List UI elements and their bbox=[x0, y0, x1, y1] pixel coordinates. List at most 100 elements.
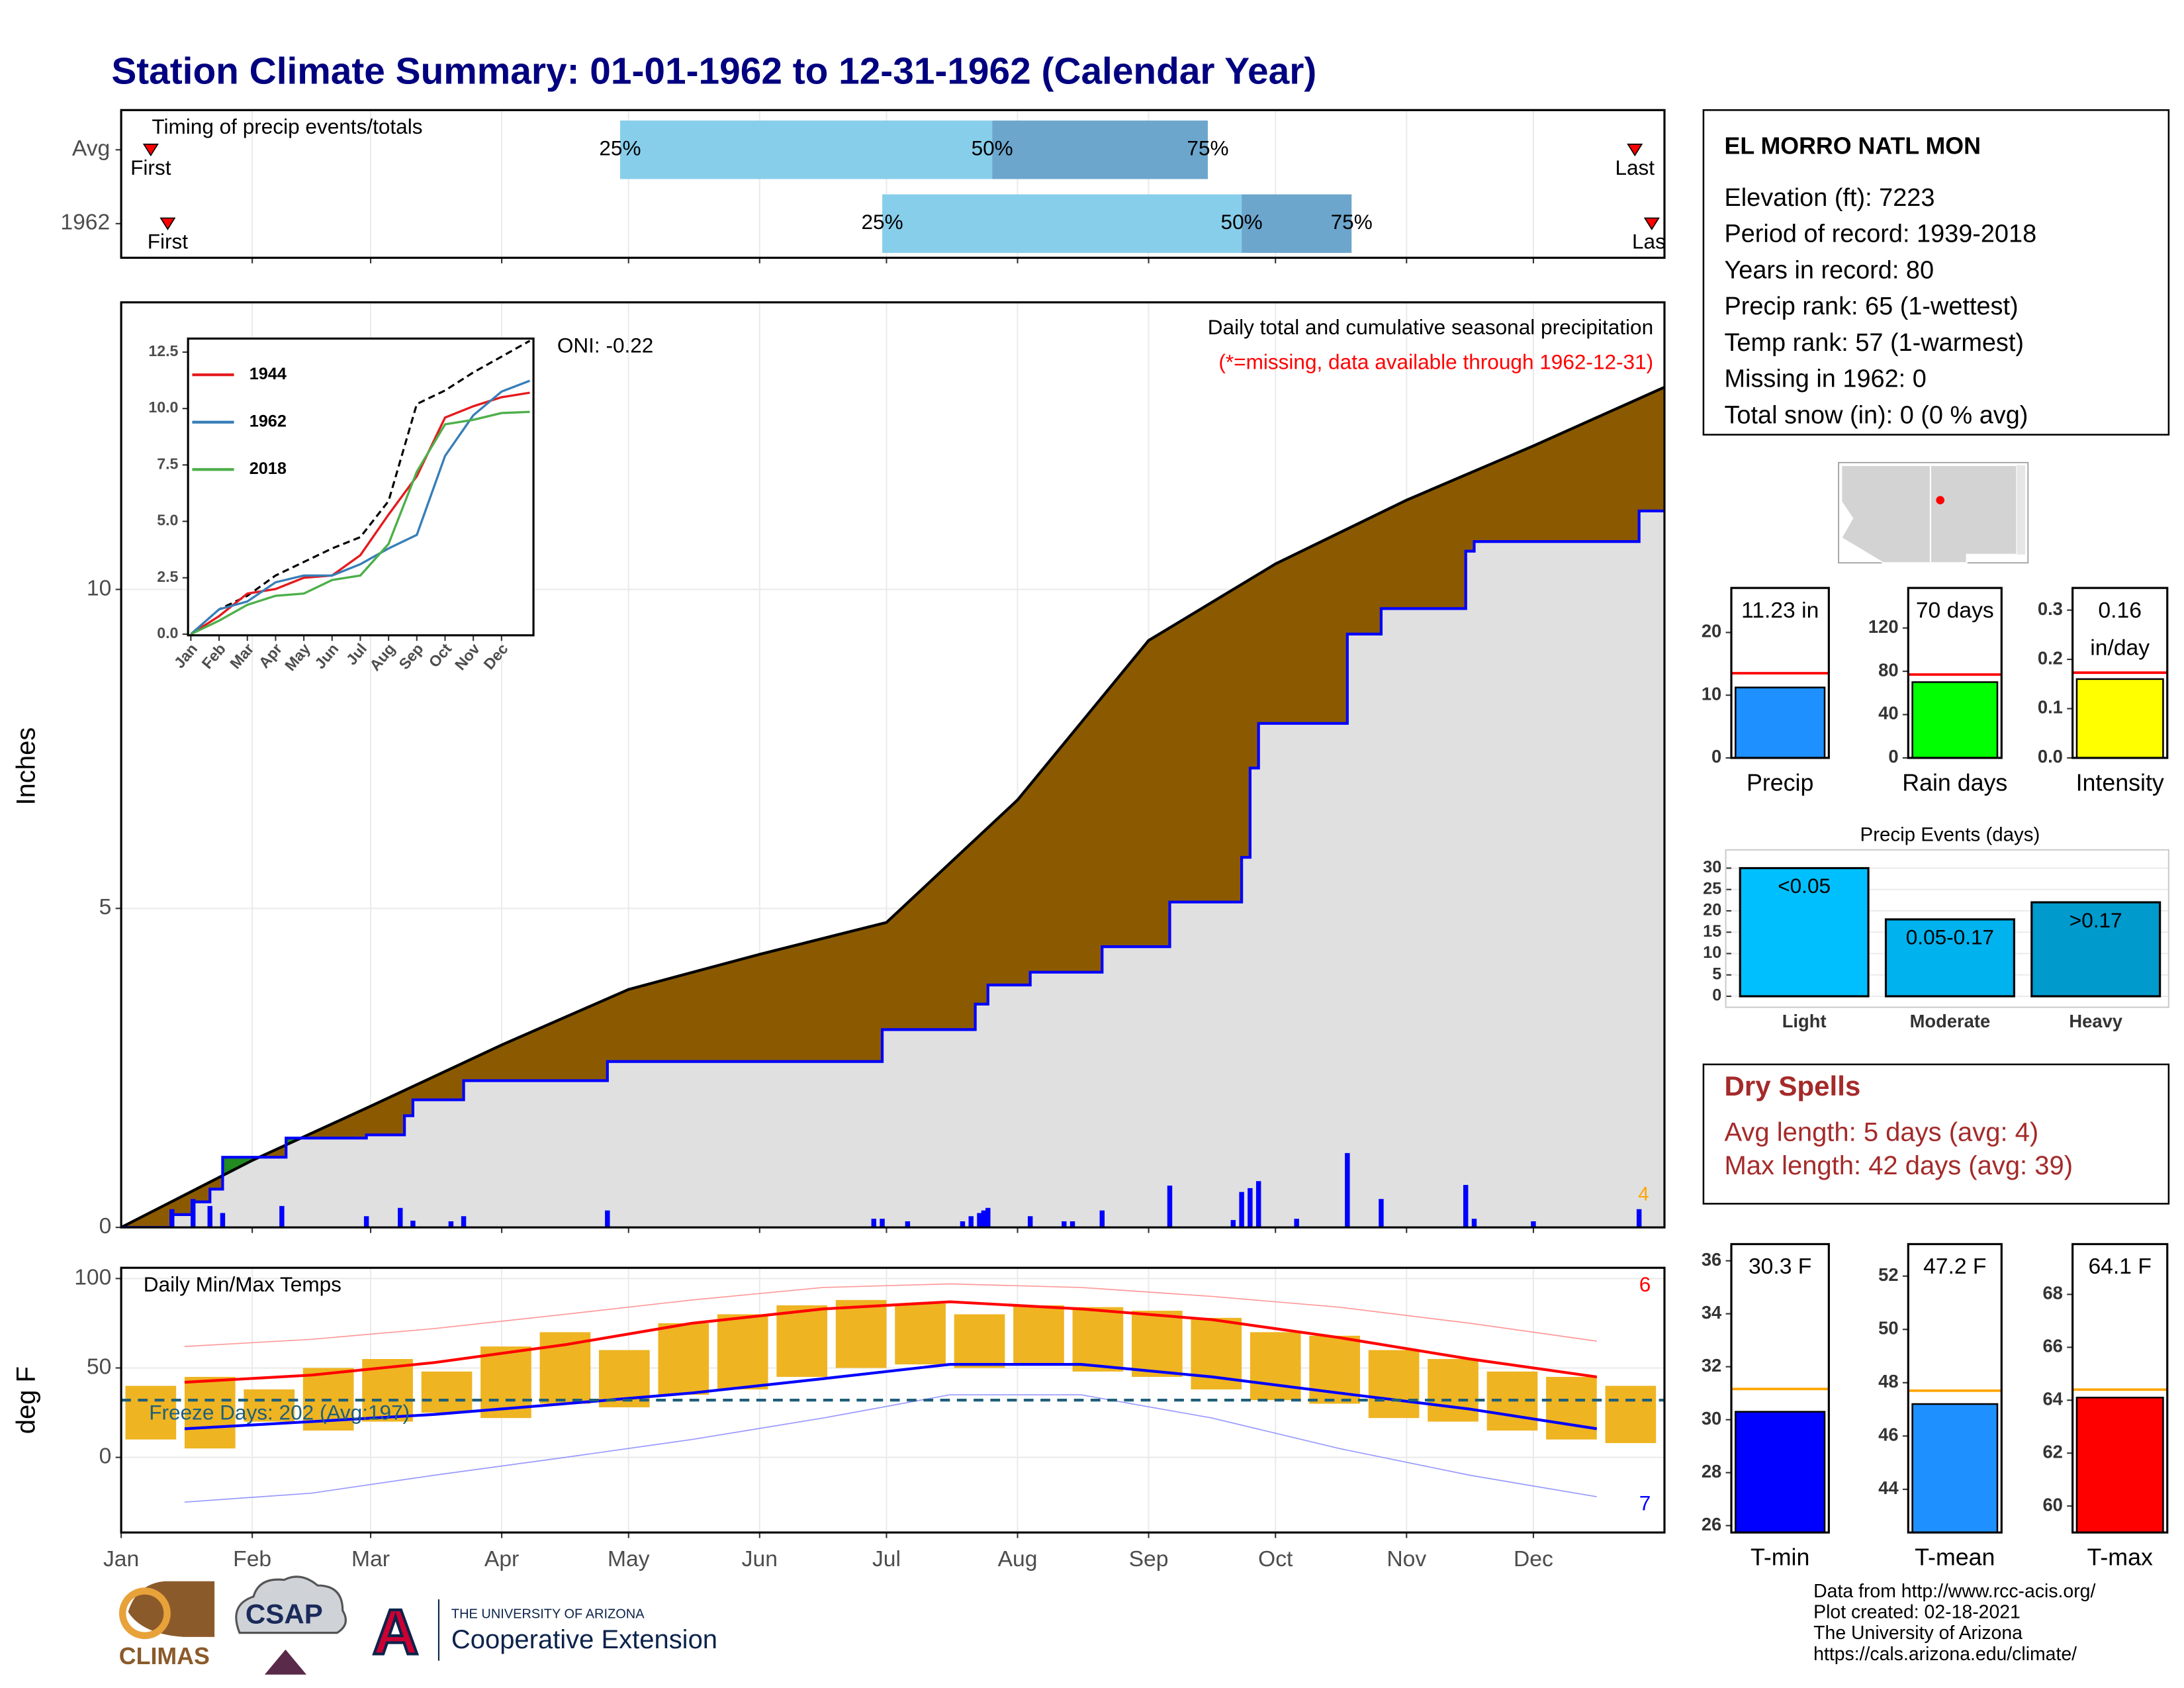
y-tick-label: 30 bbox=[1703, 858, 1721, 876]
y-tick-label: 120 bbox=[1868, 616, 1899, 637]
event-marker bbox=[1643, 217, 1660, 230]
y-tick-label: 0 bbox=[99, 1214, 112, 1239]
station-location bbox=[1936, 496, 1945, 504]
x-tick-label: Jul bbox=[872, 1547, 901, 1571]
temp-range bbox=[421, 1371, 473, 1413]
record-count: 7 bbox=[1639, 1491, 1651, 1515]
y-tick-label: 5 bbox=[1712, 964, 1721, 983]
bar bbox=[1739, 867, 1870, 998]
daily-bar bbox=[1294, 1219, 1299, 1228]
y-tick-label: 34 bbox=[1702, 1302, 1722, 1323]
daily-bar bbox=[1636, 1209, 1642, 1228]
bar bbox=[2030, 901, 2161, 998]
temp-line bbox=[184, 1363, 1598, 1430]
legend-label: 1944 bbox=[250, 365, 287, 383]
panel-frame bbox=[1907, 1243, 2003, 1534]
daily-bar bbox=[220, 1213, 226, 1228]
station-box bbox=[1702, 109, 2170, 436]
x-tick-label: May bbox=[608, 1547, 650, 1571]
temp-range bbox=[1546, 1377, 1597, 1440]
temp-range bbox=[184, 1377, 236, 1449]
station-line: Period of record: 1939-2018 bbox=[1724, 220, 2036, 248]
station-line: Missing in 1962: 0 bbox=[1724, 365, 1926, 393]
footer-line: https://cals.arizona.edu/climate/ bbox=[1813, 1644, 2077, 1665]
y-tick-label: 10.0 bbox=[148, 399, 178, 416]
temp-range bbox=[895, 1303, 946, 1365]
y-tick-label: 26 bbox=[1702, 1514, 1721, 1534]
x-tick-label: Jan bbox=[103, 1547, 139, 1571]
y-tick-label: 30 bbox=[1702, 1408, 1721, 1429]
daily-bar bbox=[605, 1210, 610, 1228]
footer-line: Data from http://www.rcc-acis.org/ bbox=[1813, 1581, 2095, 1602]
category-label: T-mean bbox=[1915, 1544, 1995, 1571]
climas-logo bbox=[118, 1587, 171, 1640]
series-line bbox=[190, 391, 530, 635]
x-tick-label: May bbox=[281, 640, 314, 674]
station-line: Temp rank: 57 (1-warmest) bbox=[1724, 329, 2024, 357]
freeze-days: Freeze Days: 202 (Avg:197) bbox=[149, 1401, 410, 1425]
y-tick-label: 12.5 bbox=[148, 342, 178, 359]
daily-bar bbox=[207, 1205, 212, 1228]
category-label: Heavy bbox=[2069, 1011, 2122, 1031]
temp-line bbox=[184, 1394, 1597, 1503]
y-tick-label: 0.1 bbox=[2038, 697, 2063, 718]
y-tick-label: 32 bbox=[1702, 1355, 1721, 1376]
quartile-bar bbox=[1242, 194, 1352, 254]
bar bbox=[1735, 686, 1826, 759]
footer: Data from http://www.rcc-acis.org/ Plot … bbox=[1813, 1581, 2095, 1665]
y-tick-label: 52 bbox=[1878, 1264, 1898, 1285]
y-tick-label: 40 bbox=[1878, 703, 1898, 724]
bar-label: >0.17 bbox=[2070, 908, 2122, 932]
x-tick-label: Apr bbox=[255, 640, 286, 671]
y-tick-label: 0 bbox=[99, 1444, 112, 1469]
temp-range bbox=[1250, 1332, 1301, 1401]
panel-frame bbox=[1730, 586, 1830, 759]
event-count: 4 bbox=[1638, 1184, 1649, 1205]
temp-line bbox=[184, 1283, 1597, 1347]
y-tick-label: 100 bbox=[74, 1265, 111, 1289]
quartile-label: 25% bbox=[599, 136, 641, 160]
quartile-bar bbox=[882, 194, 1242, 254]
x-tick-label: Dec bbox=[480, 640, 511, 673]
y-tick-label: 15 bbox=[1703, 922, 1721, 941]
station-line: Elevation (ft): 7223 bbox=[1724, 184, 1934, 212]
record-count: 6 bbox=[1639, 1272, 1651, 1296]
daily-bar bbox=[1255, 1181, 1261, 1228]
category-label: T-max bbox=[2087, 1544, 2153, 1571]
timing-rows: 25% 50% 75% First Last 25% 50% 75% First Last bbox=[130, 120, 1664, 254]
y-tick-label: 0.3 bbox=[2038, 598, 2063, 619]
temp-marks bbox=[125, 1283, 1657, 1503]
station-name: EL MORRO NATL MON bbox=[1724, 133, 1980, 160]
daily-bar bbox=[410, 1221, 416, 1228]
x-tick-label: Oct bbox=[1258, 1547, 1293, 1571]
x-tick-label: Nov bbox=[451, 640, 483, 673]
average-line bbox=[190, 340, 531, 635]
panel-title: Daily Min/Max Temps bbox=[144, 1272, 341, 1296]
daily-bar bbox=[880, 1219, 885, 1228]
y-tick-label: 5.0 bbox=[157, 512, 178, 529]
station-line: Total snow (in): 0 (0 % avg) bbox=[1724, 401, 2028, 429]
temp-range bbox=[1428, 1359, 1479, 1422]
event-label: Last bbox=[1615, 156, 1655, 179]
bar bbox=[1911, 1403, 1999, 1534]
daily-bar bbox=[1027, 1216, 1033, 1228]
quartile-label: 50% bbox=[1221, 210, 1263, 234]
x-tick-label: Jan bbox=[171, 640, 201, 671]
daily-bar bbox=[1248, 1188, 1253, 1228]
temp-range bbox=[1072, 1307, 1124, 1372]
bar-label: <0.05 bbox=[1778, 874, 1831, 898]
temp-range bbox=[1368, 1350, 1420, 1419]
dry-spells-box bbox=[1702, 1063, 2170, 1205]
x-tick-label: Mar bbox=[351, 1547, 390, 1571]
bar bbox=[2075, 678, 2164, 759]
event-marker bbox=[142, 144, 159, 157]
x-tick-label: Jul bbox=[343, 640, 370, 668]
y-tick-label: 28 bbox=[1702, 1461, 1721, 1481]
panel-title: Daily total and cumulative seasonal prec… bbox=[1208, 315, 1653, 339]
series-line bbox=[190, 410, 530, 635]
ua-logo: A bbox=[373, 1596, 419, 1668]
category-label: Intensity bbox=[2076, 769, 2164, 796]
logo-text: CSAP bbox=[246, 1598, 323, 1629]
x-tick-label: Sep bbox=[395, 640, 426, 673]
